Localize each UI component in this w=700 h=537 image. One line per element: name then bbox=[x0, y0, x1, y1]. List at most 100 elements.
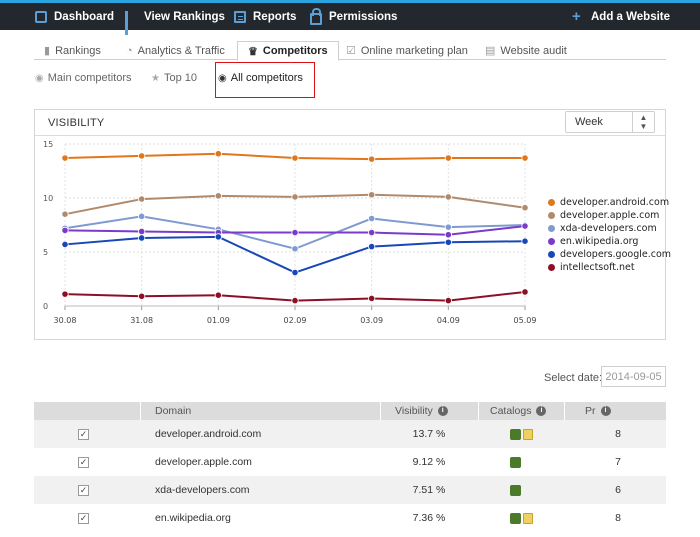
column-header-catalogs[interactable]: Catalogs i bbox=[490, 402, 547, 420]
data-point bbox=[61, 154, 69, 162]
data-point bbox=[291, 268, 299, 277]
x-tick-label: 04.09 bbox=[437, 316, 460, 325]
data-point bbox=[138, 152, 146, 160]
legend-marker bbox=[548, 199, 555, 206]
pr-header-label: Pr bbox=[585, 405, 596, 417]
subtab-main-competitors[interactable]: ◉ Main competitors bbox=[35, 71, 132, 85]
legend-marker bbox=[548, 238, 555, 245]
nav-view-rankings-label: View Rankings bbox=[144, 10, 225, 23]
data-point bbox=[291, 193, 299, 201]
legend-marker bbox=[548, 225, 555, 232]
catalog-icons bbox=[510, 484, 521, 496]
chart-legend: developer.android.com developer.apple.com… bbox=[548, 196, 671, 274]
column-divider bbox=[564, 402, 565, 420]
data-point bbox=[214, 291, 222, 299]
tab-rankings[interactable]: ▮ Rankings bbox=[44, 41, 101, 60]
nav-permissions[interactable]: Permissions bbox=[310, 3, 397, 30]
catalog-icons bbox=[510, 456, 521, 468]
visibility-cell: 13.7 % bbox=[412, 428, 446, 440]
legend-item[interactable]: intellectsoft.net bbox=[548, 261, 671, 274]
checkbox-icon: ☑ bbox=[346, 45, 356, 57]
pr-cell: 6 bbox=[615, 484, 621, 496]
visibility-header-label: Visibility bbox=[395, 405, 433, 417]
legend-item[interactable]: developers.google.com bbox=[548, 248, 671, 261]
column-header-pr[interactable]: Pr i bbox=[585, 402, 611, 420]
row-checkbox[interactable]: ✓ bbox=[78, 484, 89, 496]
legend-item[interactable]: xda-developers.com bbox=[548, 222, 671, 235]
tab-website-audit-label: Website audit bbox=[500, 44, 567, 57]
catalogs-header-label: Catalogs bbox=[490, 405, 532, 417]
tab-competitors[interactable]: ♛ Competitors bbox=[237, 41, 339, 61]
domain-header-label: Domain bbox=[155, 405, 192, 417]
row-checkbox[interactable]: ✓ bbox=[78, 456, 89, 468]
nav-reports[interactable]: Reports bbox=[234, 3, 296, 30]
tab-analytics-label: Analytics & Traffic bbox=[137, 44, 225, 57]
catalog-yellow-icon bbox=[523, 428, 533, 440]
panel-divider bbox=[35, 135, 665, 136]
column-divider bbox=[140, 402, 141, 420]
catalog-icons bbox=[510, 428, 533, 440]
column-header-domain[interactable]: Domain bbox=[155, 402, 191, 420]
info-icon[interactable]: i bbox=[437, 406, 448, 416]
row-checkbox[interactable]: ✓ bbox=[78, 428, 89, 440]
legend-marker bbox=[548, 212, 555, 219]
row-checkbox[interactable]: ✓ bbox=[78, 512, 89, 524]
period-select-value: Week bbox=[575, 116, 603, 128]
data-point bbox=[521, 222, 529, 230]
column-divider bbox=[380, 402, 381, 420]
nav-dashboard[interactable]: Dashboard bbox=[35, 3, 114, 30]
subtab-all-competitors-label: All competitors bbox=[230, 72, 303, 84]
legend-label: developers.google.com bbox=[560, 249, 672, 260]
competitors-table: Domain Visibility i Catalogs i Pr i ✓ dev… bbox=[34, 402, 666, 532]
nav-permissions-label: Permissions bbox=[329, 10, 398, 23]
data-point bbox=[138, 234, 146, 242]
visibility-cell: 9.12 % bbox=[412, 456, 446, 468]
nav-reports-label: Reports bbox=[253, 10, 297, 23]
tab-analytics-traffic[interactable]: ◔ Analytics & Traffic bbox=[126, 41, 225, 60]
data-point bbox=[214, 150, 222, 158]
catalog-green-icon bbox=[510, 456, 521, 468]
table-row: ✓ en.wikipedia.org 7.36 % 8 bbox=[34, 504, 666, 532]
tab-online-marketing-plan[interactable]: ☑ Online marketing plan bbox=[346, 41, 468, 60]
legend-label: developer.apple.com bbox=[560, 210, 660, 221]
subtab-main-competitors-label: Main competitors bbox=[47, 72, 132, 84]
legend-item[interactable]: developer.apple.com bbox=[548, 209, 671, 222]
pr-cell: 7 bbox=[615, 456, 621, 468]
main-tabs: ▮ Rankings ◔ Analytics & Traffic ♛ Compe… bbox=[34, 41, 666, 61]
visibility-line-chart: 0 5 10 15 30.08 31.08 01.09 02.09 03.09 04.09 05.0… bbox=[43, 140, 536, 325]
column-header-visibility[interactable]: Visibility i bbox=[395, 402, 448, 420]
info-icon[interactable]: i bbox=[536, 406, 547, 416]
legend-item[interactable]: en.wikipedia.org bbox=[548, 235, 671, 248]
data-point bbox=[444, 223, 452, 231]
bar-chart-icon bbox=[125, 10, 137, 35]
highlight-annotation-box bbox=[215, 62, 315, 98]
catalogs-cell bbox=[510, 504, 533, 532]
y-tick-label: 10 bbox=[43, 194, 53, 203]
legend-label: intellectsoft.net bbox=[560, 262, 635, 273]
visibility-panel: VISIBILITY Week ▲ ▼ 0 5 10 15 30.08 31.08 01.09… bbox=[34, 109, 671, 340]
checkbox-cell: ✓ bbox=[78, 420, 89, 448]
info-icon[interactable]: i bbox=[600, 406, 611, 416]
x-tick-label: 31.08 bbox=[130, 316, 153, 325]
data-point bbox=[368, 191, 376, 199]
subtab-all-competitors[interactable]: ◉ All competitors bbox=[218, 71, 303, 85]
table-row: ✓ developer.apple.com 9.12 % 7 bbox=[34, 448, 666, 476]
period-select[interactable]: Week ▲ ▼ bbox=[565, 111, 655, 133]
tab-competitors-label: Competitors bbox=[262, 45, 328, 57]
eye-icon: ◉ bbox=[35, 72, 44, 84]
nav-view-rankings[interactable]: View Rankings bbox=[125, 3, 225, 35]
legend-item[interactable]: developer.android.com bbox=[548, 196, 671, 209]
add-website-button[interactable]: + Add a Website bbox=[572, 3, 670, 30]
subtab-top-10-label: Top 10 bbox=[163, 72, 197, 84]
tab-website-audit[interactable]: ▤ Website audit bbox=[485, 41, 567, 60]
x-tick-label: 02.09 bbox=[284, 316, 307, 325]
data-point bbox=[214, 192, 222, 200]
checkbox-cell: ✓ bbox=[78, 476, 89, 504]
plus-icon: + bbox=[572, 7, 581, 25]
catalogs-cell bbox=[510, 448, 521, 476]
data-point bbox=[521, 154, 529, 162]
table-body: ✓ developer.android.com 13.7 % 8 ✓ developer.… bbox=[34, 420, 666, 532]
select-date-input[interactable]: 2014-09-05 bbox=[601, 366, 666, 387]
subtab-top-10[interactable]: ★ Top 10 bbox=[151, 71, 197, 85]
nav-dashboard-label: Dashboard bbox=[54, 10, 115, 23]
